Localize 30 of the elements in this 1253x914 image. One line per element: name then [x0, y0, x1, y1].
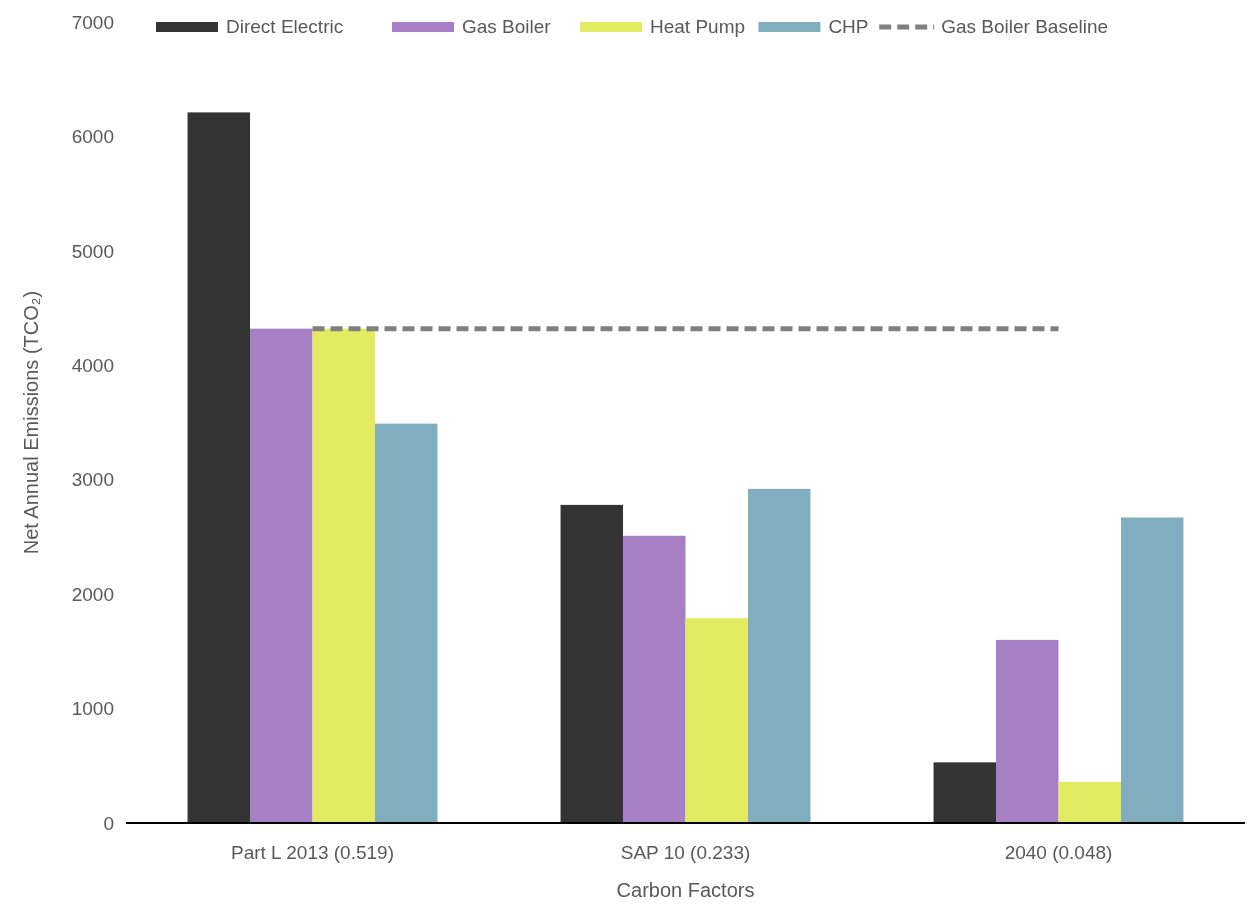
legend-label: Direct Electric: [226, 16, 344, 37]
y-axis-title: Net Annual Emissions (TCO₂): [20, 290, 42, 555]
x-tick-label: 2040 (0.048): [1004, 842, 1113, 863]
bar: [250, 328, 313, 823]
bar: [1058, 781, 1121, 823]
y-tick-label: 4000: [71, 354, 114, 376]
bar: [312, 328, 375, 823]
y-tick-label: 2000: [71, 583, 114, 605]
bar: [1120, 517, 1184, 823]
bar: [560, 504, 624, 823]
bar: [187, 112, 251, 823]
bar: [374, 423, 438, 823]
legend-label: CHP: [828, 16, 869, 37]
y-tick-label: 6000: [71, 126, 114, 148]
y-tick-label: 1000: [71, 698, 114, 720]
y-tick-label: 3000: [71, 469, 114, 491]
x-tick-label: SAP 10 (0.233): [620, 842, 751, 863]
y-tick-label: 5000: [71, 240, 114, 262]
bar: [623, 535, 686, 823]
bar: [685, 618, 748, 823]
bar: [996, 639, 1059, 823]
y-tick-label: 7000: [71, 11, 114, 33]
x-tick-label: Part L 2013 (0.519): [230, 842, 395, 863]
y-tick-label: 0: [103, 812, 114, 834]
legend-label: Heat Pump: [650, 16, 746, 37]
bar: [933, 762, 997, 823]
legend-label: Gas Boiler Baseline: [941, 16, 1109, 37]
bar: [747, 488, 811, 823]
x-axis-title: Carbon Factors: [616, 879, 755, 901]
legend-label: Gas Boiler: [462, 16, 552, 37]
